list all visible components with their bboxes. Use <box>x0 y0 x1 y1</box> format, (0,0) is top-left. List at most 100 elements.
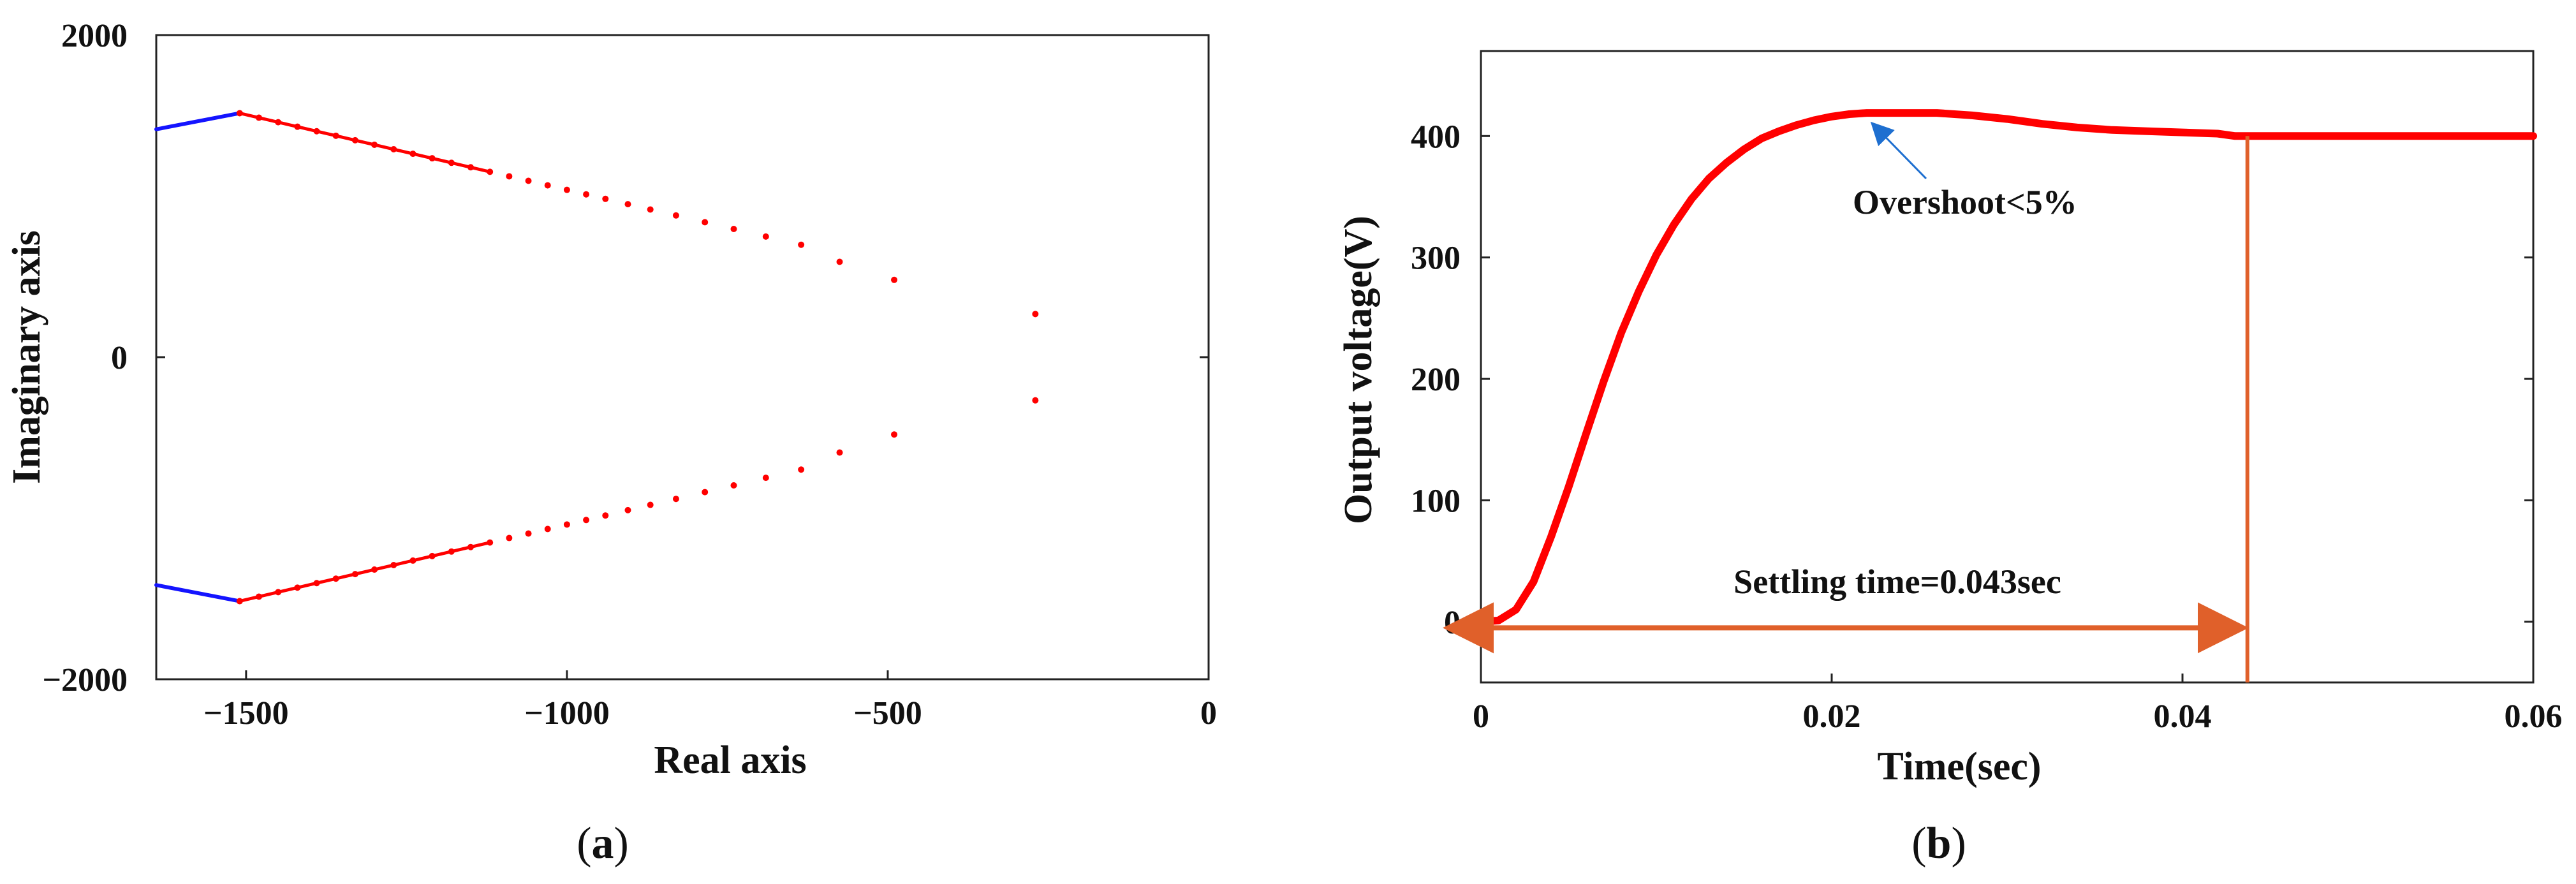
red-branch-line-lower <box>239 541 490 603</box>
root-locus-point <box>1032 311 1039 318</box>
root-locus-point <box>798 466 805 473</box>
plot-frame <box>1480 50 2535 684</box>
root-locus-point <box>1032 397 1039 404</box>
root-locus-point <box>236 110 243 117</box>
root-locus-point <box>647 206 654 213</box>
b-y-tick-label: 400 <box>1411 119 1461 155</box>
root-locus-point <box>448 159 455 166</box>
b-data-marks <box>1477 109 2537 626</box>
a-y-axis-label: Imaginary axis <box>5 230 48 484</box>
overshoot-label: Overshoot<5% <box>1853 183 2077 221</box>
root-locus-point <box>602 512 609 519</box>
a-x-tick-label: 0 <box>1200 695 1217 732</box>
b-ticks <box>1480 135 2535 682</box>
root-locus-point <box>891 431 898 438</box>
a-y-tick-label: 2000 <box>61 18 128 54</box>
root-locus-point <box>332 132 339 139</box>
settling-time-label: Settling time=0.043sec <box>1733 563 2061 601</box>
a-x-tick-label: −1000 <box>524 695 610 732</box>
root-locus-point <box>836 449 843 456</box>
root-locus-point <box>294 584 301 591</box>
root-locus-point <box>563 521 570 528</box>
root-locus-point <box>236 598 243 605</box>
root-locus-point <box>506 173 513 180</box>
a-ticks <box>156 34 1210 681</box>
root-locus-point <box>448 548 455 555</box>
a-y-tick-label: −2000 <box>42 662 128 698</box>
b-x-tick-label: 0.06 <box>2505 698 2563 735</box>
root-locus-point <box>487 539 494 546</box>
root-locus-point <box>429 155 436 162</box>
b-tick-labels: 0 0.02 0.04 0.06 0 100 200 300 400 <box>1411 119 2563 735</box>
root-locus-point <box>798 241 805 248</box>
root-locus-point <box>390 146 397 153</box>
b-annotations: Settling time=0.043sec Overshoot<5% <box>1443 121 2249 682</box>
root-locus-point <box>255 593 262 600</box>
root-locus-point <box>371 566 378 573</box>
root-locus-point <box>672 496 679 503</box>
b-y-tick-label: 100 <box>1411 483 1461 519</box>
b-x-tick-label: 0.02 <box>1803 698 1861 735</box>
overshoot-arrow <box>1870 121 1927 180</box>
root-locus-point <box>624 201 631 208</box>
root-locus-point <box>487 168 494 175</box>
root-locus-point <box>429 552 436 559</box>
root-locus-point <box>294 123 301 130</box>
root-locus-point <box>702 489 709 496</box>
root-locus-point <box>702 219 709 226</box>
b-y-axis-label: Output voltage(V) <box>1337 216 1380 524</box>
a-y-tick-label: 0 <box>111 340 128 376</box>
root-locus-point <box>506 534 513 541</box>
root-locus-point <box>525 177 532 184</box>
root-locus-point <box>313 128 320 135</box>
root-locus-point <box>275 589 282 596</box>
b-x-axis-label: Time(sec) <box>1877 745 2041 788</box>
root-locus-point <box>544 182 551 189</box>
root-locus-panel: −1500 −1000 −500 0 2000 0 −2000 Real axis Imag… <box>5 18 1217 782</box>
root-locus-point <box>351 136 358 144</box>
blue-branch-line <box>154 583 242 603</box>
root-locus-point <box>275 119 282 126</box>
step-response-panel: 0 0.02 0.04 0.06 0 100 200 300 400 Settling time… <box>1337 50 2563 788</box>
a-x-tick-label: −1500 <box>203 695 289 732</box>
root-locus-point <box>891 276 898 283</box>
root-locus-point <box>332 575 339 582</box>
b-y-tick-label: 0 <box>1444 605 1461 641</box>
root-locus-point <box>836 258 843 265</box>
a-tick-labels: −1500 −1000 −500 0 2000 0 −2000 <box>42 18 1217 732</box>
b-y-tick-label: 200 <box>1411 362 1461 398</box>
root-locus-point <box>624 506 631 513</box>
root-locus-point <box>467 164 474 171</box>
root-locus-point <box>583 191 590 198</box>
blue-branch-line <box>154 111 242 131</box>
root-locus-point <box>563 186 570 193</box>
root-locus-point <box>255 114 262 121</box>
root-locus-point <box>730 482 737 489</box>
root-locus-point <box>313 580 320 587</box>
root-locus-point <box>602 195 609 202</box>
caption-a-letter: a <box>592 819 614 868</box>
root-locus-point <box>351 571 358 578</box>
root-locus-point <box>390 561 397 568</box>
root-locus-point <box>762 233 769 240</box>
output-voltage-line <box>1477 109 2537 626</box>
root-locus-point <box>525 530 532 537</box>
root-locus-point <box>762 475 769 482</box>
caption-b-close: ) <box>1951 819 1966 868</box>
caption-b-open: ( <box>1911 819 1926 868</box>
red-branch-line-upper <box>239 112 490 173</box>
b-y-tick-label: 300 <box>1411 240 1461 277</box>
root-locus-point <box>730 226 737 233</box>
caption-a-open: ( <box>577 819 591 868</box>
caption-b: (b) <box>1911 819 1966 868</box>
root-locus-point <box>672 212 679 219</box>
root-locus-point <box>409 557 416 564</box>
root-locus-point <box>467 543 474 550</box>
root-locus-point <box>544 526 551 533</box>
a-data-marks <box>154 110 1039 605</box>
caption-a-close: ) <box>614 819 629 868</box>
root-locus-point <box>409 151 416 158</box>
caption-b-letter: b <box>1927 819 1952 868</box>
caption-a: (a) <box>577 819 629 868</box>
